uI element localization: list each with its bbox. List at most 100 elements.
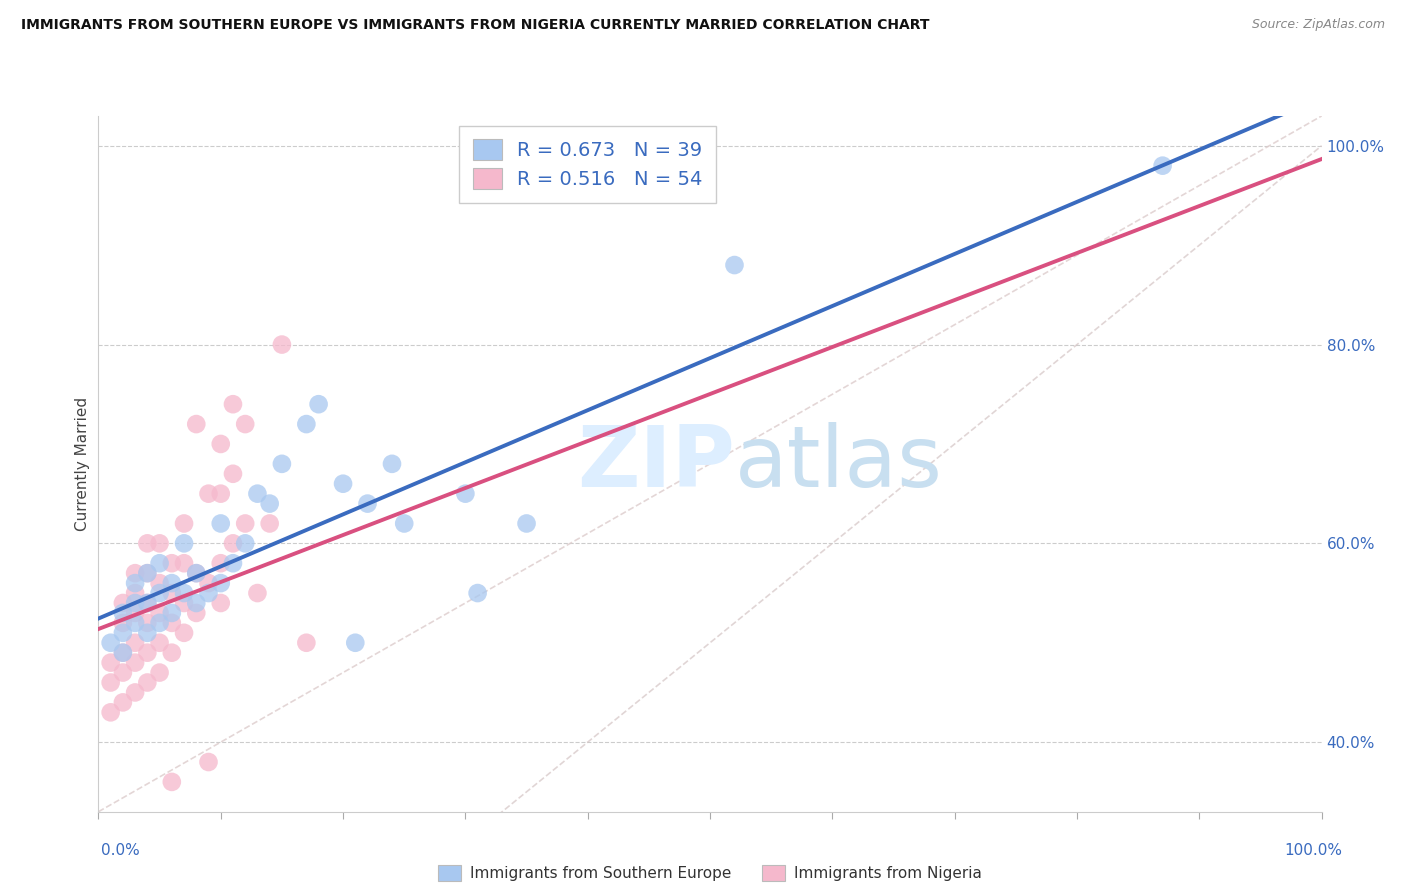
Point (136, 675, 159, 690)
Text: IMMIGRANTS FROM SOUTHERN EUROPE VS IMMIGRANTS FROM NIGERIA CURRENTLY MARRIED COR: IMMIGRANTS FROM SOUTHERN EUROPE VS IMMIG… (21, 18, 929, 32)
Point (173, 556, 195, 570)
Point (124, 656, 146, 670)
Point (209, 556, 232, 570)
Point (186, 566, 208, 581)
Point (111, 596, 134, 610)
Point (124, 596, 146, 610)
Point (111, 615, 134, 630)
Point (173, 516, 195, 531)
Point (186, 417, 208, 431)
Point (186, 606, 208, 620)
Point (209, 486, 232, 500)
Point (270, 337, 294, 351)
Point (186, 566, 208, 581)
Point (100, 656, 122, 670)
Point (136, 536, 159, 550)
Point (381, 457, 404, 471)
Point (160, 775, 183, 789)
Point (149, 665, 172, 680)
Point (136, 566, 159, 581)
Point (136, 625, 159, 640)
Point (149, 586, 172, 600)
Point (295, 636, 318, 650)
Point (515, 516, 537, 531)
Point (405, 834, 427, 848)
Point (197, 486, 219, 500)
Point (209, 576, 232, 591)
Point (136, 566, 159, 581)
Point (173, 536, 195, 550)
Point (222, 397, 245, 411)
Point (136, 615, 159, 630)
Point (111, 646, 134, 660)
Point (173, 625, 195, 640)
Point (160, 646, 183, 660)
Point (1152, 159, 1174, 173)
Text: 100.0%: 100.0% (1285, 843, 1343, 858)
Point (270, 457, 294, 471)
Point (222, 536, 245, 550)
Point (259, 516, 281, 531)
Legend: Immigrants from Southern Europe, Immigrants from Nigeria: Immigrants from Southern Europe, Immigra… (432, 859, 988, 888)
Point (149, 576, 172, 591)
Text: 0.0%: 0.0% (101, 843, 141, 858)
Point (344, 636, 367, 650)
Point (136, 596, 159, 610)
Point (136, 646, 159, 660)
Point (222, 556, 245, 570)
Point (723, 258, 745, 272)
Point (332, 476, 354, 491)
Point (124, 566, 146, 581)
Point (111, 665, 134, 680)
Point (308, 397, 330, 411)
Point (295, 417, 318, 431)
Point (197, 755, 219, 769)
Point (160, 586, 183, 600)
Point (356, 497, 378, 511)
Point (111, 695, 134, 709)
Text: ZIP: ZIP (576, 422, 734, 506)
Point (149, 615, 172, 630)
Point (100, 675, 122, 690)
Point (111, 625, 134, 640)
Point (160, 556, 183, 570)
Point (100, 636, 122, 650)
Y-axis label: Currently Married: Currently Married (75, 397, 90, 531)
Point (111, 606, 134, 620)
Point (467, 586, 489, 600)
Point (149, 556, 172, 570)
Point (197, 576, 219, 591)
Point (124, 606, 146, 620)
Point (124, 615, 146, 630)
Point (197, 586, 219, 600)
Point (124, 586, 146, 600)
Point (233, 417, 256, 431)
Point (160, 576, 183, 591)
Point (136, 596, 159, 610)
Point (173, 596, 195, 610)
Point (209, 596, 232, 610)
Point (209, 516, 232, 531)
Point (222, 467, 245, 481)
Point (149, 636, 172, 650)
Point (160, 606, 183, 620)
Text: Source: ZipAtlas.com: Source: ZipAtlas.com (1251, 18, 1385, 31)
Point (124, 685, 146, 699)
Point (209, 437, 232, 451)
Point (259, 497, 281, 511)
Point (392, 516, 416, 531)
Point (124, 576, 146, 591)
Point (246, 586, 269, 600)
Point (454, 486, 477, 500)
Point (100, 706, 122, 720)
Point (149, 536, 172, 550)
Point (124, 636, 146, 650)
Point (233, 516, 256, 531)
Point (160, 615, 183, 630)
Point (173, 586, 195, 600)
Point (186, 596, 208, 610)
Point (233, 536, 256, 550)
Point (149, 606, 172, 620)
Point (246, 486, 269, 500)
Text: atlas: atlas (734, 422, 942, 506)
